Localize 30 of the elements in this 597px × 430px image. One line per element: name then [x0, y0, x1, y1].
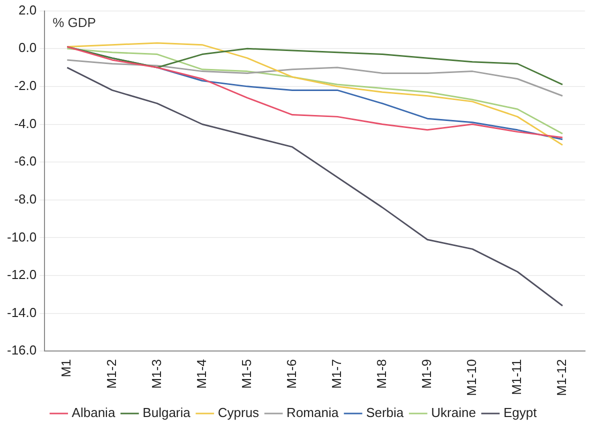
x-tick-label: M1-6 [284, 359, 299, 389]
legend-label: Albania [72, 405, 116, 420]
y-tick-label: -10.0 [6, 229, 37, 244]
x-tick-label: M1 [58, 359, 74, 378]
legend-label: Bulgaria [142, 405, 192, 420]
y-tick-label: -16.0 [6, 342, 37, 358]
y-tick-label: 0.0 [18, 40, 37, 56]
x-tick-label: M1-5 [238, 359, 254, 389]
y-tick-label: 2.0 [18, 2, 37, 18]
legend-label: Serbia [366, 405, 404, 420]
y-tick-label: -14.0 [6, 304, 37, 320]
legend-label: Romania [286, 405, 340, 420]
x-tick-label: M1-10 [464, 359, 479, 396]
y-axis-title: % GDP [52, 14, 96, 30]
legend-label: Ukraine [431, 405, 476, 420]
x-tick-label: M1-8 [374, 359, 389, 389]
legend-label: Egypt [503, 405, 538, 420]
x-tick-label: M1-4 [194, 359, 209, 389]
x-tick-label: M1-9 [418, 359, 434, 389]
x-tick-label: M1-11 [509, 359, 524, 396]
y-tick-label: -8.0 [14, 191, 37, 206]
legend-label: Cyprus [218, 405, 260, 420]
x-tick-label: M1-3 [148, 359, 164, 389]
y-tick-label: -4.0 [14, 116, 37, 131]
x-tick-label: M1-7 [328, 359, 344, 389]
y-tick-label: -6.0 [14, 154, 37, 169]
y-tick-label: -2.0 [14, 78, 37, 94]
x-tick-label: M1-12 [554, 359, 570, 396]
x-tick-label: M1-2 [104, 359, 119, 389]
y-tick-label: -12.0 [6, 267, 37, 282]
